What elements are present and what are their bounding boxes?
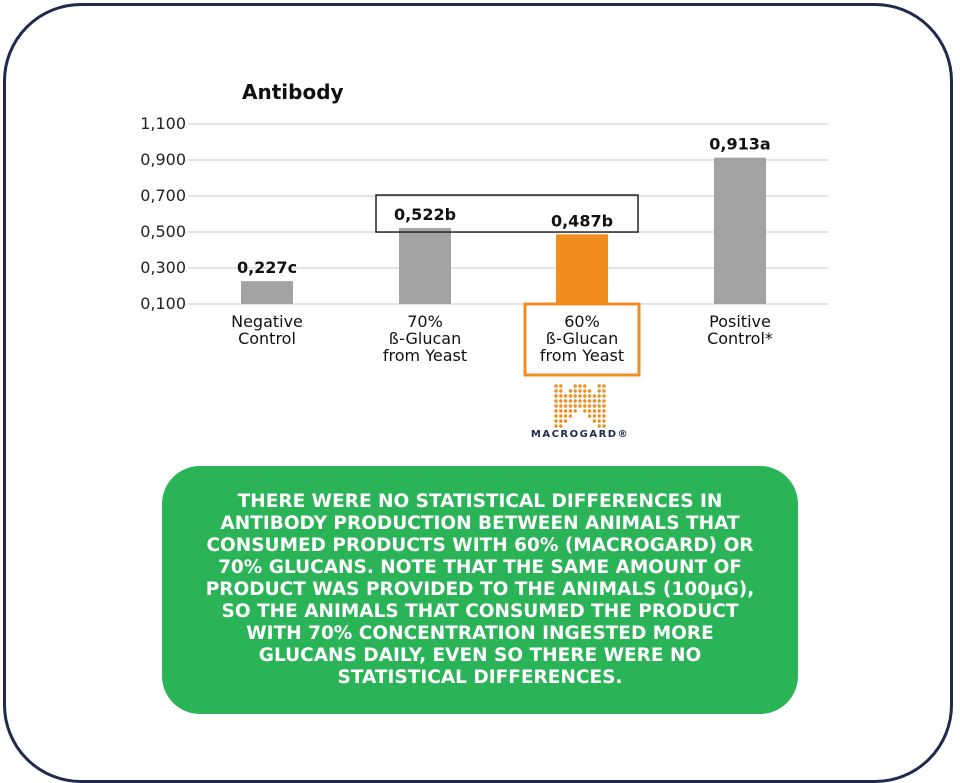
bar <box>241 281 293 304</box>
data-label: 0,487b <box>551 211 613 230</box>
category-label: Positive <box>709 312 771 331</box>
category-label: 60% <box>564 312 600 331</box>
summary-note-text: THERE WERE NO STATISTICAL DIFFERENCES IN… <box>205 491 755 688</box>
macrogard-logo-text: MACROGARD® <box>530 429 630 440</box>
y-tick-label: 0,300 <box>140 258 186 277</box>
bars <box>241 157 766 304</box>
y-tick-label: 0,700 <box>140 186 186 205</box>
chart-title: Antibody <box>242 80 344 104</box>
comparison-bracket-box <box>375 194 639 233</box>
category-label: Negative <box>231 312 303 331</box>
category-label: Control* <box>707 329 773 348</box>
highlight-category-box <box>523 302 641 377</box>
y-tick-label: 1,100 <box>140 114 186 133</box>
data-label: 0,227c <box>237 258 297 277</box>
category-label: 70% <box>407 312 443 331</box>
category-label: ß-Glucan <box>389 329 461 348</box>
antibody-bar-chart: Antibody 0,1000,3000,5000,7000,9001,100 … <box>140 80 828 377</box>
highlight-boxes <box>375 194 641 377</box>
summary-note-box: THERE WERE NO STATISTICAL DIFFERENCES IN… <box>162 466 798 714</box>
macrogard-logo-icon <box>554 384 606 428</box>
y-tick-label: 0,100 <box>140 294 186 313</box>
bar <box>399 228 451 304</box>
bar <box>556 234 608 304</box>
y-tick-label: 0,500 <box>140 222 186 241</box>
category-label: from Yeast <box>383 346 467 365</box>
data-label: 0,913a <box>709 135 770 154</box>
category-label: from Yeast <box>540 346 624 365</box>
bar <box>714 157 766 304</box>
data-label: 0,522b <box>394 205 456 224</box>
y-tick-label: 0,900 <box>140 150 186 169</box>
category-label: ß-Glucan <box>546 329 618 348</box>
y-axis-ticks: 0,100 0,300 0,500 0,700 0,900 1,100 <box>140 114 186 313</box>
data-labels: 0,227c 0,522b 0,487b 0,913a <box>237 135 771 277</box>
category-label: Control <box>238 329 296 348</box>
